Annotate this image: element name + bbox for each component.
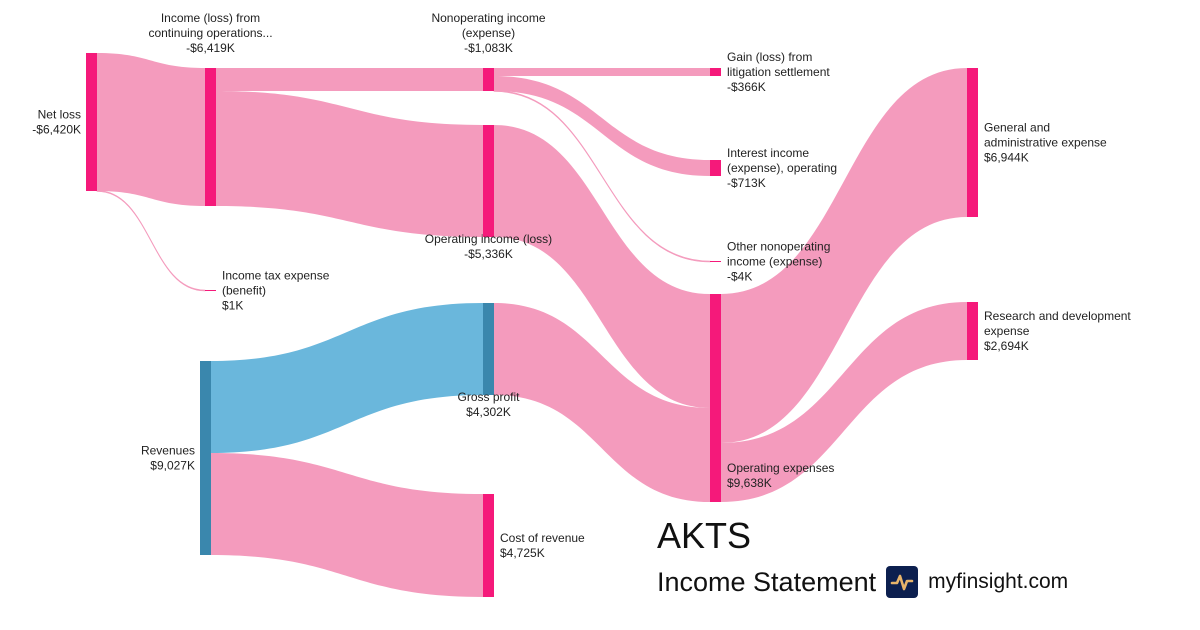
link-opex-ga <box>721 68 967 443</box>
link-opinc-opex <box>494 125 710 408</box>
node-value: $4,725K <box>500 546 545 560</box>
node-value: -$713K <box>727 176 766 190</box>
node-label-line: General and <box>984 121 1050 135</box>
brand-site: myfinsight.com <box>928 570 1069 593</box>
node-label-line: (expense) <box>462 26 515 40</box>
node-value: -$366K <box>727 80 766 94</box>
node-nonop[interactable] <box>483 68 494 91</box>
node-ga[interactable] <box>967 68 978 217</box>
node-label-othernonop: Other nonoperating income (expense) -$4K <box>727 240 830 284</box>
link-cont_ops-opinc <box>216 91 483 237</box>
node-label-line: (expense), operating <box>727 161 837 175</box>
node-label-line: expense <box>984 324 1030 338</box>
node-revenues[interactable] <box>200 361 211 555</box>
node-rd[interactable] <box>967 302 978 360</box>
link-cont_ops-nonop <box>216 68 483 91</box>
ticker-title: AKTS <box>657 515 752 556</box>
node-label-gross: Gross profit $4,302K <box>457 390 520 419</box>
node-label-cost: Cost of revenue $4,725K <box>500 531 585 560</box>
node-label-ga: General and administrative expense $6,944K <box>984 121 1107 165</box>
node-value: -$5,336K <box>464 247 513 261</box>
node-label-cont_ops: Income (loss) from continuing operations.… <box>148 11 272 55</box>
node-label-opinc: Operating income (loss) -$5,336K <box>425 232 552 261</box>
node-value: $4,302K <box>466 405 511 419</box>
node-cost[interactable] <box>483 494 494 597</box>
node-net_loss[interactable] <box>86 53 97 191</box>
node-label-line: Interest income <box>727 146 809 160</box>
link-revenues-cost <box>211 453 483 597</box>
node-label-line: Revenues <box>141 444 195 458</box>
node-label-opex: Operating expenses $9,638K <box>727 461 834 490</box>
node-value: $1K <box>222 299 243 313</box>
node-cont_ops[interactable] <box>205 68 216 206</box>
node-label-line: Other nonoperating <box>727 240 830 254</box>
node-label-line: Operating income (loss) <box>425 232 552 246</box>
node-value: $9,638K <box>727 476 772 490</box>
link-nonop-gain <box>494 68 710 76</box>
node-label-line: Income (loss) from <box>161 11 260 25</box>
node-label-line: Operating expenses <box>727 461 834 475</box>
node-label-line: Gain (loss) from <box>727 50 812 64</box>
statement-title: Income Statement <box>657 566 877 597</box>
link-opex-rd <box>721 302 967 502</box>
node-label-rd: Research and development expense $2,694K <box>984 309 1131 353</box>
subtitle-row: Income Statement myfinsight.com <box>657 566 1068 598</box>
node-interest[interactable] <box>710 160 721 176</box>
node-label-line: income (expense) <box>727 255 822 269</box>
node-label-interest: Interest income (expense), operating -$713… <box>727 146 837 190</box>
node-label-revenues: Revenues $9,027K <box>141 444 195 473</box>
node-label-line: administrative expense <box>984 136 1107 150</box>
link-net_loss-tax <box>96 190 206 292</box>
node-label-line: litigation settlement <box>727 65 830 79</box>
node-value: $9,027K <box>150 459 195 473</box>
node-label-line: continuing operations... <box>148 26 272 40</box>
node-value: -$6,420K <box>32 123 81 137</box>
node-gain[interactable] <box>710 68 721 76</box>
link-net_loss-cont_ops <box>97 53 205 206</box>
node-label-line: Cost of revenue <box>500 531 585 545</box>
node-value: -$6,419K <box>186 41 235 55</box>
node-label-line: Gross profit <box>457 390 520 404</box>
pulse-logo-icon <box>886 566 919 598</box>
node-label-tax: Income tax expense (benefit) $1K <box>222 269 330 313</box>
node-label-line: Net loss <box>38 108 81 122</box>
node-label-line: Research and development <box>984 309 1131 323</box>
node-value: $6,944K <box>984 151 1029 165</box>
node-opinc[interactable] <box>483 125 494 237</box>
node-tax[interactable] <box>205 290 216 291</box>
node-label-gain: Gain (loss) from litigation settlement -$3… <box>727 50 830 94</box>
node-label-line: (benefit) <box>222 284 266 298</box>
node-label-line: Nonoperating income <box>431 11 545 25</box>
link-revenues-gross <box>211 303 483 453</box>
node-value: -$1,083K <box>464 41 513 55</box>
node-label-line: Income tax expense <box>222 269 330 283</box>
node-othernonop[interactable] <box>710 261 721 262</box>
node-label-net_loss: Net loss -$6,420K <box>32 108 81 137</box>
link-gross-opex <box>494 303 710 502</box>
node-label-nonop: Nonoperating income (expense) -$1,083K <box>431 11 545 55</box>
node-value: $2,694K <box>984 339 1029 353</box>
node-gross[interactable] <box>483 303 494 395</box>
link-nonop-interest <box>494 76 710 176</box>
node-value: -$4K <box>727 270 752 284</box>
node-opex[interactable] <box>710 294 721 502</box>
